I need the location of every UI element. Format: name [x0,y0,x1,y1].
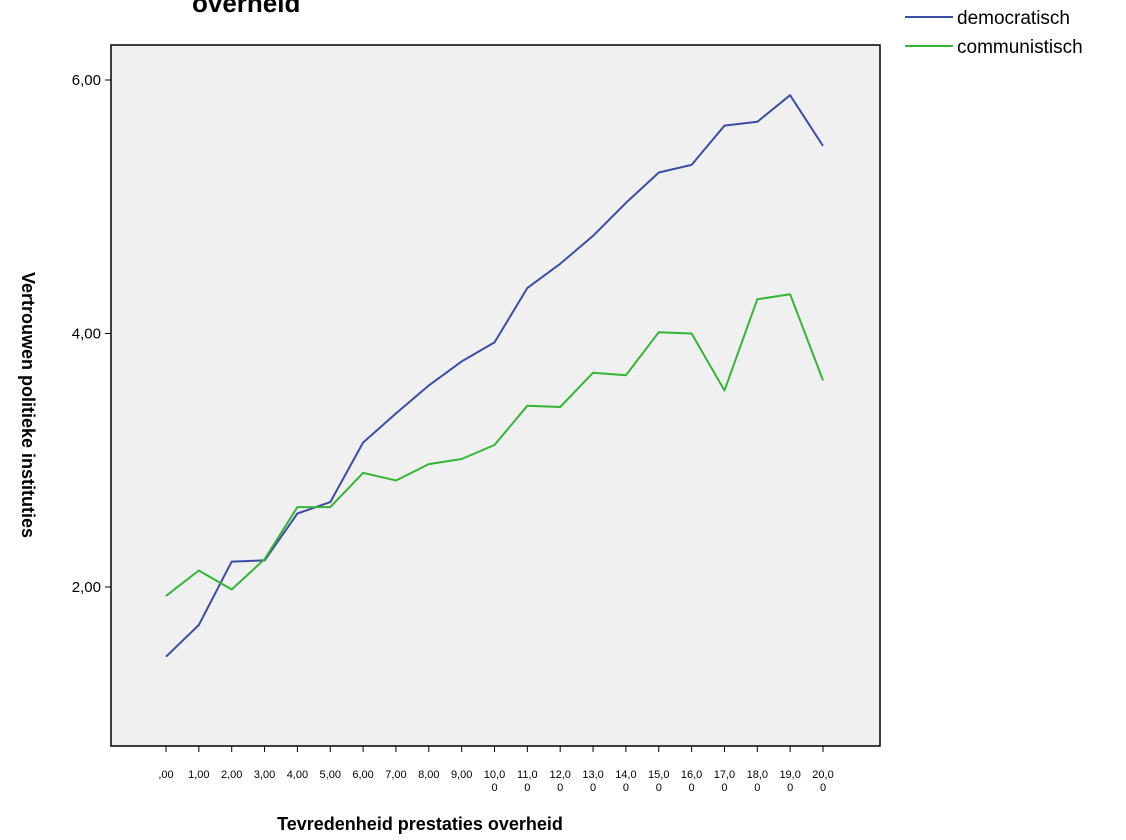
x-tick-label: 10,0 0 [484,769,505,794]
series-lines [165,94,824,658]
chart-title: overheid [192,0,300,18]
x-tick-label: 5,00 [320,769,341,781]
x-tick-label: 14,0 0 [615,769,636,794]
legend-label-democratisch: democratisch [957,8,1070,29]
x-tick-label: 13,0 0 [582,769,603,794]
x-tick-label: 20,0 0 [812,769,833,794]
y-tick-label: 4,00 [72,326,101,343]
y-tick-label: 6,00 [72,72,101,89]
y-tick-label: 2,00 [72,579,101,596]
series-line-communistisch [165,293,824,597]
x-tick-label: 18,0 0 [747,769,768,794]
x-tick-label: ,00 [158,769,173,781]
x-axis-title: Tevredenheid prestaties overheid [277,814,563,834]
x-tick-label: 19,0 0 [779,769,800,794]
x-tick-label: 3,00 [254,769,275,781]
x-tick-label: 16,0 0 [681,769,702,794]
legend: democratisch communistisch [905,8,1083,58]
x-tick-label: 4,00 [287,769,308,781]
x-tick-label: 17,0 0 [714,769,735,794]
x-axis: ,00 1,00 2,00 3,00 4,00 5,00 6,00 7,00 8,00 9,00 1… [158,746,834,794]
y-axis-title: Vertrouwen politieke instituties [18,272,38,538]
x-tick-label: 11,0 0 [517,769,538,794]
x-tick-label: 1,00 [188,769,209,781]
x-tick-label: 2,00 [221,769,242,781]
x-tick-label: 7,00 [385,769,406,781]
x-tick-label: 6,00 [352,769,373,781]
x-tick-label: 8,00 [418,769,439,781]
x-tick-label: 9,00 [451,769,472,781]
x-tick-label: 15,0 0 [648,769,669,794]
legend-label-communistisch: communistisch [957,37,1083,58]
series-line-democratisch [165,94,824,658]
y-axis: 2,00 4,00 6,00 [72,72,111,596]
plot-area [110,44,881,747]
x-tick-label: 12,0 0 [549,769,570,794]
